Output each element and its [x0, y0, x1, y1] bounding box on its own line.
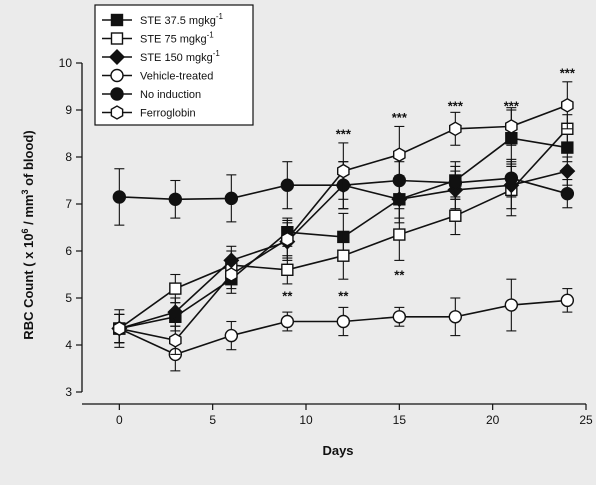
- y-tick-label: 5: [65, 291, 72, 305]
- axes: [76, 62, 587, 410]
- y-tick-label: 7: [65, 197, 72, 211]
- significance-marker: ***: [448, 98, 464, 113]
- data-point: [112, 321, 126, 336]
- data-point: [561, 97, 574, 113]
- data-point: [448, 310, 463, 324]
- series-6: [112, 81, 574, 355]
- y-axis-title-sup1: 6: [20, 229, 30, 234]
- x-axis-title: Days: [322, 443, 353, 458]
- legend-label: STE 37.5 mgkg-1: [140, 12, 223, 27]
- legend-marker: [109, 49, 125, 65]
- data-point: [505, 119, 518, 134]
- data-point: [167, 304, 184, 321]
- legend-label-sup: -1: [213, 49, 221, 58]
- data-series: [111, 81, 576, 372]
- legend-label-sup: -1: [216, 12, 224, 21]
- legend-label: STE 75 mgkg-1: [140, 31, 214, 46]
- legend-item: STE 150 mgkg-1: [102, 49, 220, 65]
- data-point: [393, 147, 406, 162]
- tick-labels: 3 4 5 6 7 8 9 10 0 5 10 15 20 25: [59, 56, 593, 427]
- data-point: [560, 293, 575, 308]
- legend-label-main: Ferroglobin: [140, 108, 196, 120]
- data-point: [449, 209, 462, 222]
- data-point: [281, 263, 294, 276]
- legend-item: No induction: [102, 87, 201, 101]
- data-point: [448, 176, 463, 190]
- y-tick-label: 8: [65, 150, 72, 164]
- x-tick-label: 0: [116, 413, 123, 427]
- data-point: [337, 249, 350, 262]
- data-point: [560, 186, 575, 201]
- y-tick-label: 10: [59, 56, 73, 70]
- x-tick-label: 15: [393, 413, 407, 427]
- data-point: [337, 163, 350, 179]
- legend-label: STE 150 mgkg-1: [140, 49, 220, 64]
- significance-marker: ***: [560, 65, 576, 80]
- legend-label-main: STE 37.5 mgkg: [140, 15, 216, 27]
- y-tick-label: 9: [65, 103, 72, 117]
- data-point: [112, 190, 127, 204]
- legend-marker: [110, 32, 124, 45]
- legend-item: Ferroglobin: [102, 105, 196, 120]
- significance-marker: **: [282, 289, 293, 304]
- x-tick-label: 25: [579, 413, 593, 427]
- y-tick-label: 4: [65, 338, 72, 352]
- data-point: [224, 267, 238, 282]
- legend-label-main: STE 75 mgkg: [140, 34, 207, 46]
- significance-marker: **: [338, 289, 349, 304]
- significance-marker: ***: [392, 110, 408, 125]
- data-point: [168, 192, 183, 207]
- legend-marker: [110, 105, 124, 120]
- data-point: [169, 282, 182, 295]
- y-axis-title-mid: / mm: [21, 195, 36, 229]
- legend-label-main: No induction: [140, 89, 201, 101]
- legend-item: STE 37.5 mgkg-1: [102, 12, 223, 27]
- y-axis-title-end: of blood): [21, 130, 36, 189]
- legend-label-sup: -1: [207, 31, 215, 40]
- legend-label-main: STE 150 mgkg: [140, 52, 213, 64]
- significance-annotations: ********* ******** ****: [282, 65, 576, 303]
- legend-label: Vehicle-treated: [140, 71, 213, 83]
- x-tick-label: 20: [486, 413, 500, 427]
- series-4: [112, 278, 575, 372]
- legend-label: Ferroglobin: [140, 108, 196, 120]
- data-point: [504, 171, 519, 185]
- y-axis-title: RBC Count ( x 106 / mm3 of blood): [20, 130, 36, 339]
- data-point: [281, 231, 294, 247]
- legend-marker: [110, 68, 124, 83]
- legend-marker: [110, 87, 124, 101]
- data-point: [504, 298, 519, 312]
- data-point: [559, 163, 576, 180]
- data-point: [280, 178, 295, 192]
- significance-marker: ***: [504, 98, 520, 113]
- legend-label-main: Vehicle-treated: [140, 71, 213, 83]
- data-point: [561, 141, 574, 154]
- data-point: [280, 314, 295, 329]
- data-point: [224, 328, 239, 343]
- data-point: [393, 228, 406, 241]
- significance-marker: ***: [336, 127, 352, 142]
- y-tick-label: 6: [65, 244, 72, 258]
- x-tick-label: 10: [299, 413, 313, 427]
- legend-marker: [110, 13, 124, 27]
- data-point: [449, 121, 462, 137]
- data-point: [336, 314, 351, 329]
- x-tick-label: 5: [209, 413, 216, 427]
- data-point: [224, 191, 239, 206]
- significance-marker: **: [394, 268, 405, 283]
- legend-item: Vehicle-treated: [102, 68, 213, 83]
- y-axis-title-main: RBC Count ( x 10: [21, 234, 36, 340]
- legend-item: STE 75 mgkg-1: [102, 31, 214, 46]
- legend-label: No induction: [140, 89, 201, 101]
- y-tick-label: 3: [65, 385, 72, 399]
- data-point: [392, 310, 407, 324]
- y-axis-title-sup2: 3: [20, 190, 30, 195]
- data-point: [168, 332, 182, 348]
